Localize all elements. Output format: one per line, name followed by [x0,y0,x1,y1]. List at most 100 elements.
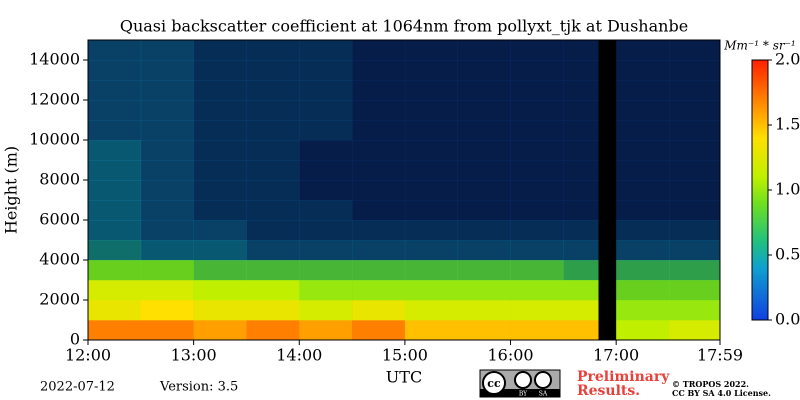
heatmap-cell [352,40,406,61]
heatmap-cell [193,40,247,61]
heatmap-cell [140,260,194,281]
heatmap-cell [88,100,142,121]
heatmap-cell [246,200,300,221]
version: Version: 3.5 [159,380,238,395]
heatmap-cell [246,140,300,161]
heatmap-cell [404,140,459,161]
heatmap-cell [193,60,247,81]
heatmap-cell [616,180,670,201]
heatmap-cell [140,80,194,101]
heatmap-cell [88,280,142,301]
heatmap-cell [246,260,300,281]
heatmap-cell [510,80,564,101]
heatmap-cell [563,320,599,341]
heatmap-cell [193,140,247,161]
heatmap-cell [457,160,511,181]
heatmap-cell [404,280,459,301]
heatmap-cell [88,40,142,61]
heatmap-cell [140,180,194,201]
heatmap-cell [668,120,721,141]
heatmap-cell [404,200,459,221]
colorbar-tick-label: 0.0 [775,310,800,329]
heatmap-cell [88,80,142,101]
heatmap-cell [193,320,247,341]
copyright: CC BY SA 4.0 License. [672,388,771,398]
heatmap-cell [616,200,670,221]
heatmap-cell [404,240,459,261]
heatmap-cell [246,60,300,81]
heatmap-cell [510,200,564,221]
y-tick-label: 14000 [29,50,80,69]
heatmap-cell [193,180,247,201]
heatmap-cell [193,280,247,301]
heatmap-cell [352,260,406,281]
colorbar-tick-label: 0.5 [775,245,800,264]
heatmap-cell [563,240,599,261]
colorbar-tick-label: 1.0 [775,180,800,199]
heatmap-cell [299,260,353,281]
heatmap-cell [563,280,599,301]
heatmap-cell [140,160,194,181]
heatmap-cell [510,40,564,61]
heatmap-cell [563,300,599,321]
heatmap-cell [457,80,511,101]
heatmap-cell [510,140,564,161]
heatmap-cell [88,300,142,321]
heatmap-cell [563,180,599,201]
heatmap-cell [457,140,511,161]
y-tick-label: 4000 [39,250,80,269]
heatmap-cell [193,160,247,181]
heatmap-cell [510,260,564,281]
heatmap-cell [140,320,194,341]
heatmap-cell [140,100,194,121]
logo-band [480,389,560,397]
logo-text: cc [487,377,501,390]
heatmap-cell [563,80,599,101]
heatmap-cell [563,60,599,81]
y-tick-label: 2000 [39,290,80,309]
plot-frame [87,39,721,341]
heatmap-cell [668,300,721,321]
heatmap-cell [668,260,721,281]
heatmap-cell [668,60,721,81]
heatmap-cell [457,40,511,61]
heatmap-cell [457,260,511,281]
heatmap-cell [193,80,247,101]
heatmap-cell [246,40,300,61]
heatmap-cell [457,240,511,261]
heatmap-cell [352,300,406,321]
heatmap-cell [352,280,406,301]
colorbar [751,59,769,321]
heatmap-cell [352,100,406,121]
heatmap-cell [404,260,459,281]
date: 2022-07-12 [40,380,115,395]
colorbar-tick-label: 2.0 [775,50,800,69]
heatmap-cell [299,180,353,201]
heatmap-cell [457,120,511,141]
heatmap-cell [616,220,670,241]
heatmap-cell [193,200,247,221]
heatmap-cell [246,80,300,101]
heatmap-cell [246,320,300,341]
cc-logo: cc BY SA [479,369,561,398]
preliminary-note: Results. [577,383,640,399]
x-axis-label: UTC [386,368,422,387]
heatmap-cell [88,320,142,341]
heatmap-cell [563,40,599,61]
heatmap-cell [668,140,721,161]
heatmap-cell [352,60,406,81]
heatmap-cell [246,240,300,261]
heatmap-cell [193,260,247,281]
x-tick-label: 13:00 [171,346,217,365]
x-tick-label: 15:00 [382,346,428,365]
heatmap-cell [246,160,300,181]
heatmap-cell [668,160,721,181]
heatmap-cell [563,160,599,181]
heatmap-cell [299,160,353,181]
heatmap-cell [352,240,406,261]
heatmap-cell [616,40,670,61]
heatmap-cell [88,160,142,181]
heatmap-cell [299,280,353,301]
heatmap-cell [616,80,670,101]
heatmap-cell [404,120,459,141]
